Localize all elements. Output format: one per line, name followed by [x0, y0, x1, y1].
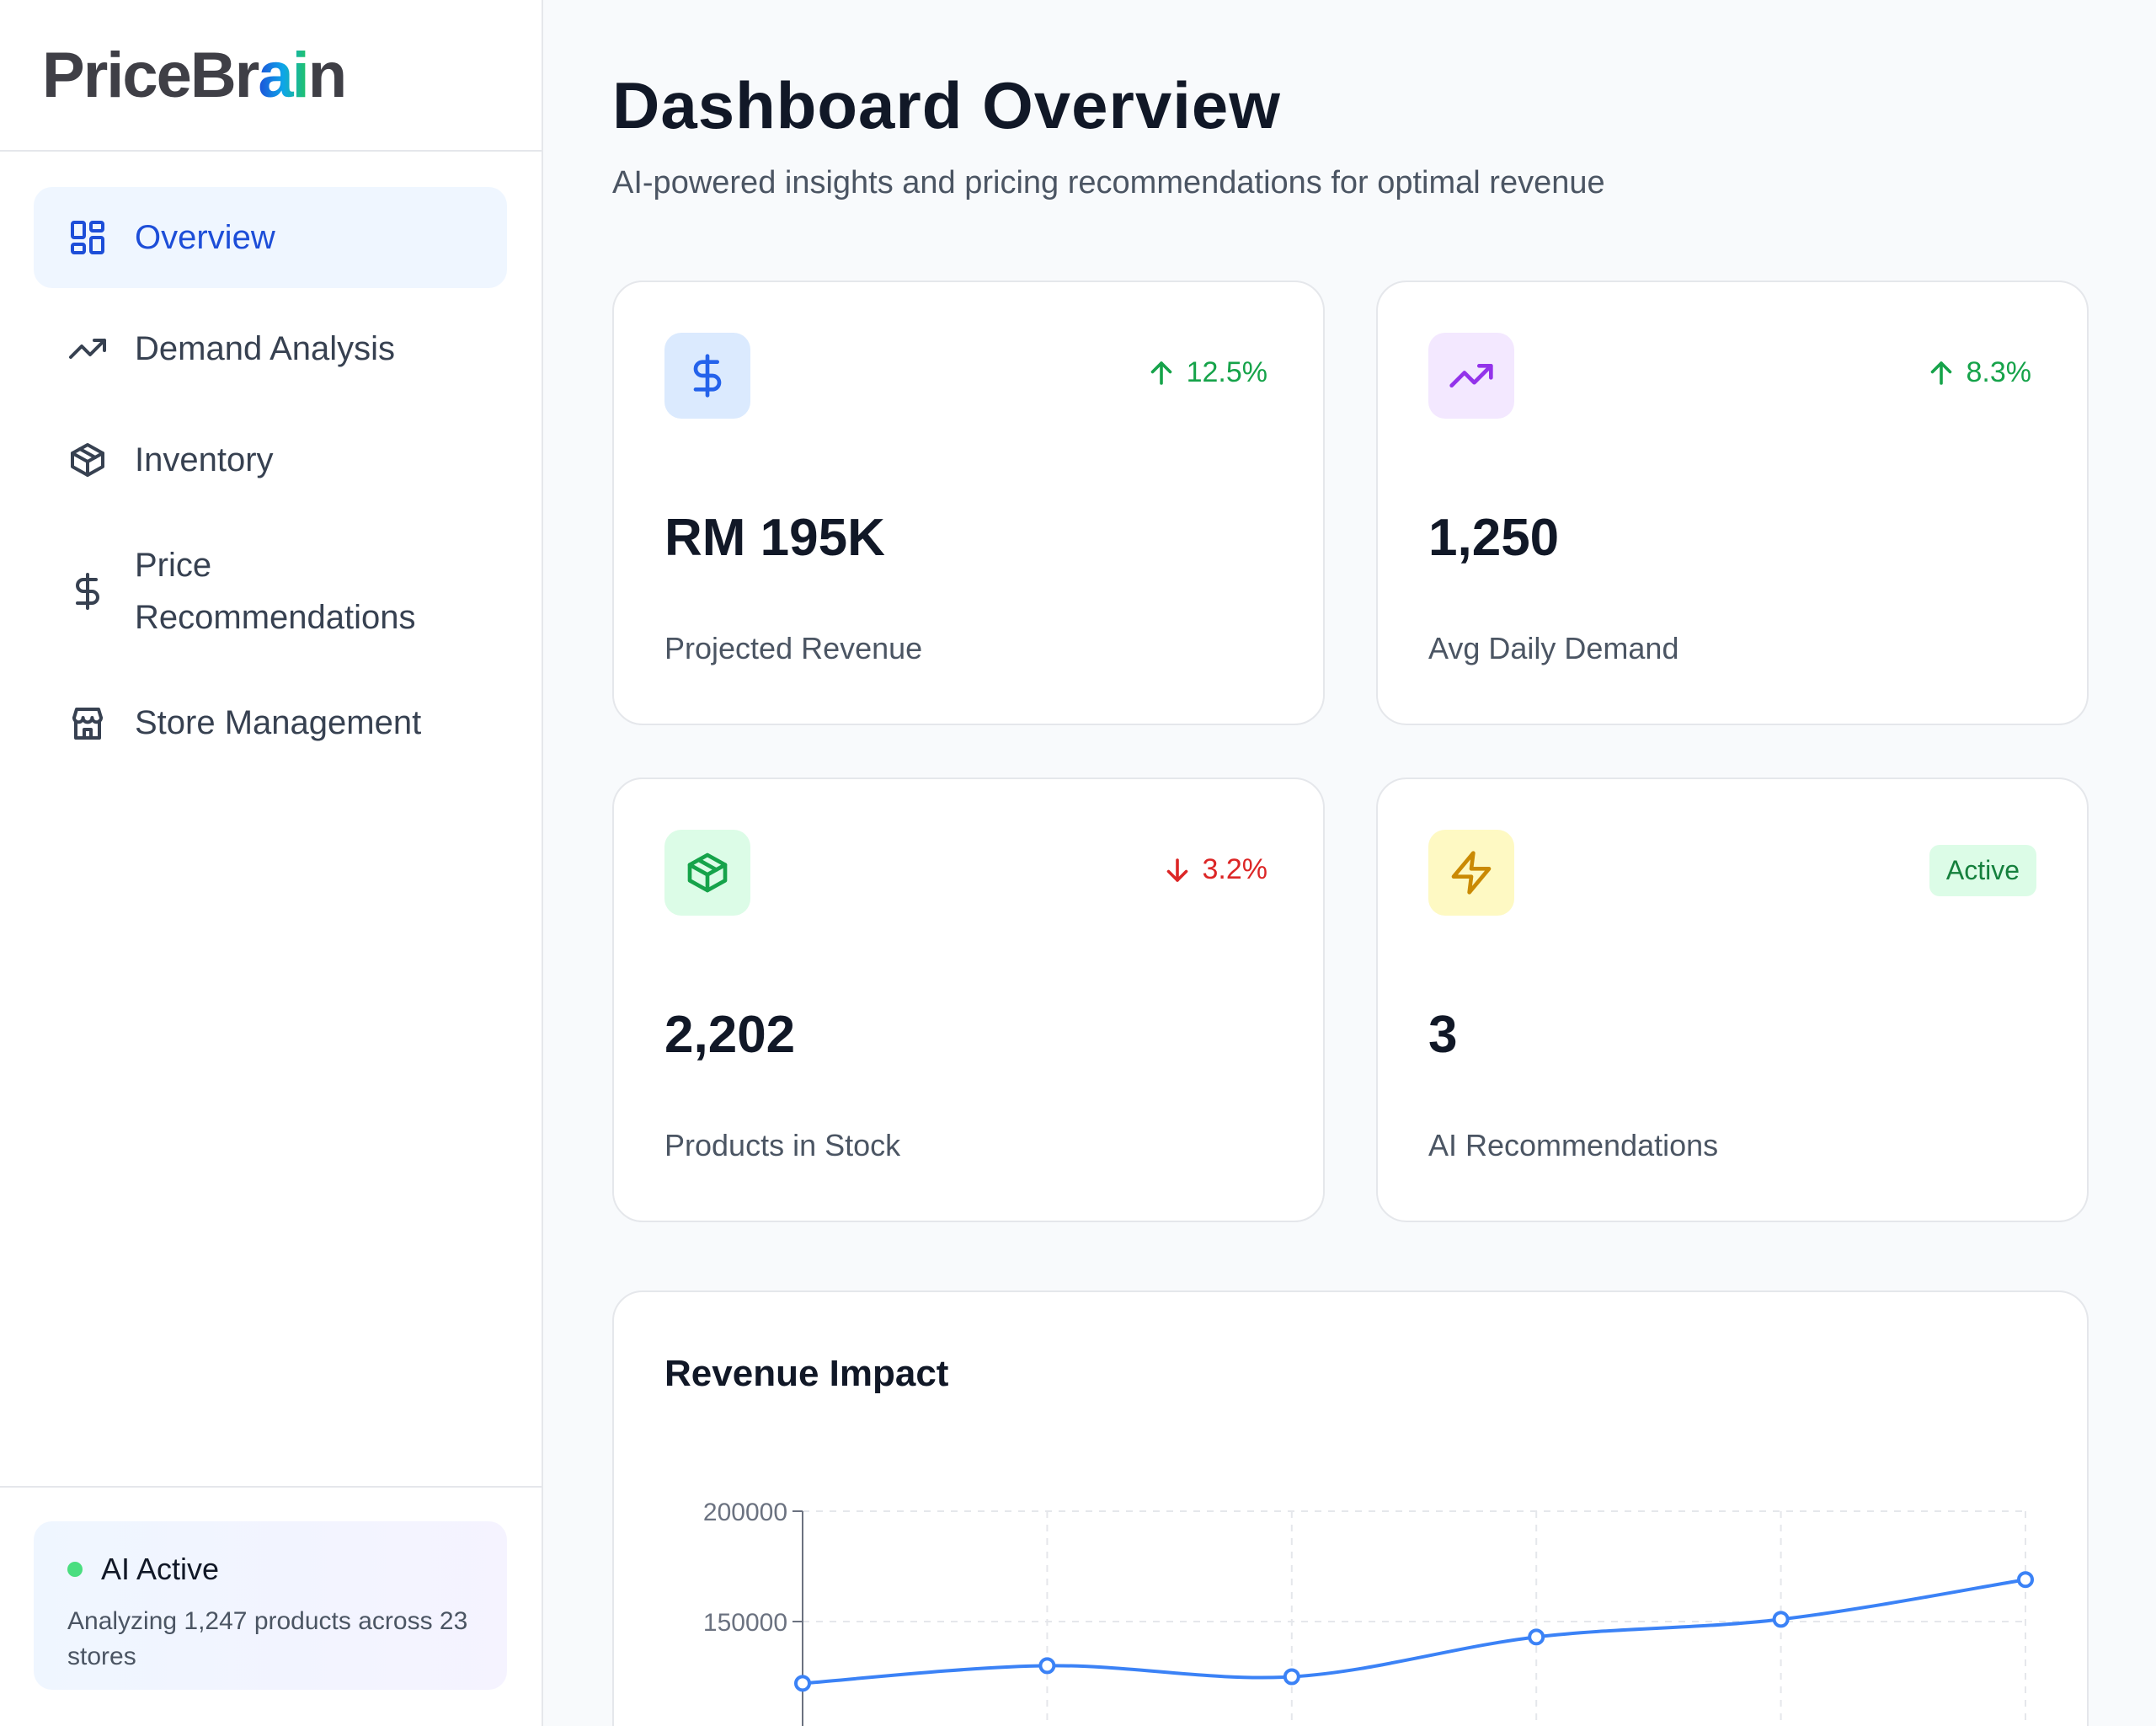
sidebar-item-label: Store Management [135, 704, 422, 741]
trending-up-icon [67, 329, 108, 369]
ai-status-card: AI Active Analyzing 1,247 products acros… [34, 1521, 507, 1690]
change-value: 12.5% [1186, 356, 1267, 388]
ai-status-description: Analyzing 1,247 products across 23 store… [67, 1607, 468, 1670]
store-icon [67, 703, 108, 743]
sidebar-item-label: Overview [135, 219, 275, 256]
page-title: Dashboard Overview [612, 68, 1281, 142]
change-indicator: 8.3% [1926, 356, 2032, 389]
logo-text-1: PriceBr [42, 39, 259, 111]
trending-up-icon [1428, 333, 1514, 419]
revenue-line-chart: 200000 150000 [703, 1499, 2034, 1726]
status-badge: Active [1929, 845, 2036, 896]
sidebar-item-label: Demand Analysis [135, 330, 396, 367]
arrow-up-icon [1930, 361, 1951, 385]
stat-value: 1,250 [1428, 509, 1560, 567]
revenue-impact-card: Revenue Impact 200000 150000 [612, 1290, 2089, 1726]
stat-card-avg-daily-demand: 8.3% 1,250 Avg Daily Demand [1376, 281, 2089, 725]
package-icon [664, 830, 750, 916]
y-tick-label: 200000 [703, 1499, 787, 1526]
sidebar: PriceBrain Overview Demand Analy [0, 0, 543, 1726]
stat-card-products-in-stock: 3.2% 2,202 Products in Stock [612, 778, 1325, 1222]
sidebar-item-overview[interactable]: Overview [34, 187, 507, 288]
arrow-up-icon [1150, 361, 1171, 385]
sidebar-item-label: Price Recommendations [135, 547, 416, 636]
logo[interactable]: PriceBrain [42, 39, 347, 112]
chart-title: Revenue Impact [664, 1353, 949, 1394]
sidebar-item-label: Inventory [135, 441, 274, 478]
sidebar-item-price-recommendations[interactable]: Price Recommendations [34, 521, 507, 662]
data-point [1772, 1611, 1790, 1628]
data-point [1038, 1657, 1056, 1675]
status-dot-icon [67, 1562, 83, 1577]
package-icon [67, 440, 108, 480]
ai-status-title: AI Active [101, 1552, 220, 1586]
stat-value: RM 195K [664, 509, 885, 567]
stat-value: 3 [1428, 1006, 1458, 1064]
change-indicator: 3.2% [1162, 853, 1268, 886]
sidebar-item-demand-analysis[interactable]: Demand Analysis [34, 298, 507, 399]
logo-text-2: n [307, 39, 347, 111]
data-point [2017, 1571, 2034, 1589]
data-point [1528, 1628, 1545, 1646]
series-line [802, 1578, 2026, 1686]
dollar-icon [67, 571, 108, 612]
logo-text-ai: ai [258, 39, 309, 111]
logo-area: PriceBrain [0, 0, 542, 152]
y-tick-label: 150000 [703, 1609, 787, 1637]
sidebar-footer: AI Active Analyzing 1,247 products acros… [0, 1486, 542, 1726]
zap-icon [1428, 830, 1514, 916]
arrow-down-icon [1166, 858, 1187, 882]
change-value: 8.3% [1966, 356, 2032, 388]
sidebar-item-inventory[interactable]: Inventory [34, 409, 507, 510]
grid-icon [67, 217, 108, 258]
change-value: 3.2% [1202, 853, 1268, 885]
data-point [1283, 1668, 1300, 1686]
sidebar-item-store-management[interactable]: Store Management [34, 672, 507, 773]
stat-caption: Products in Stock [664, 1128, 901, 1162]
stat-value: 2,202 [664, 1006, 796, 1064]
change-indicator: 12.5% [1146, 356, 1267, 389]
stat-caption: Avg Daily Demand [1428, 631, 1679, 665]
sidebar-nav: Overview Demand Analysis Inventory [0, 152, 542, 773]
stat-card-projected-revenue: 12.5% RM 195K Projected Revenue [612, 281, 1325, 725]
stat-caption: Projected Revenue [664, 631, 923, 665]
stat-card-ai-recommendations: Active 3 AI Recommendations [1376, 778, 2089, 1222]
dollar-icon [664, 333, 750, 419]
page-subtitle: AI-powered insights and pricing recommen… [612, 165, 1605, 200]
stat-caption: AI Recommendations [1428, 1128, 1719, 1162]
data-point [794, 1675, 811, 1692]
